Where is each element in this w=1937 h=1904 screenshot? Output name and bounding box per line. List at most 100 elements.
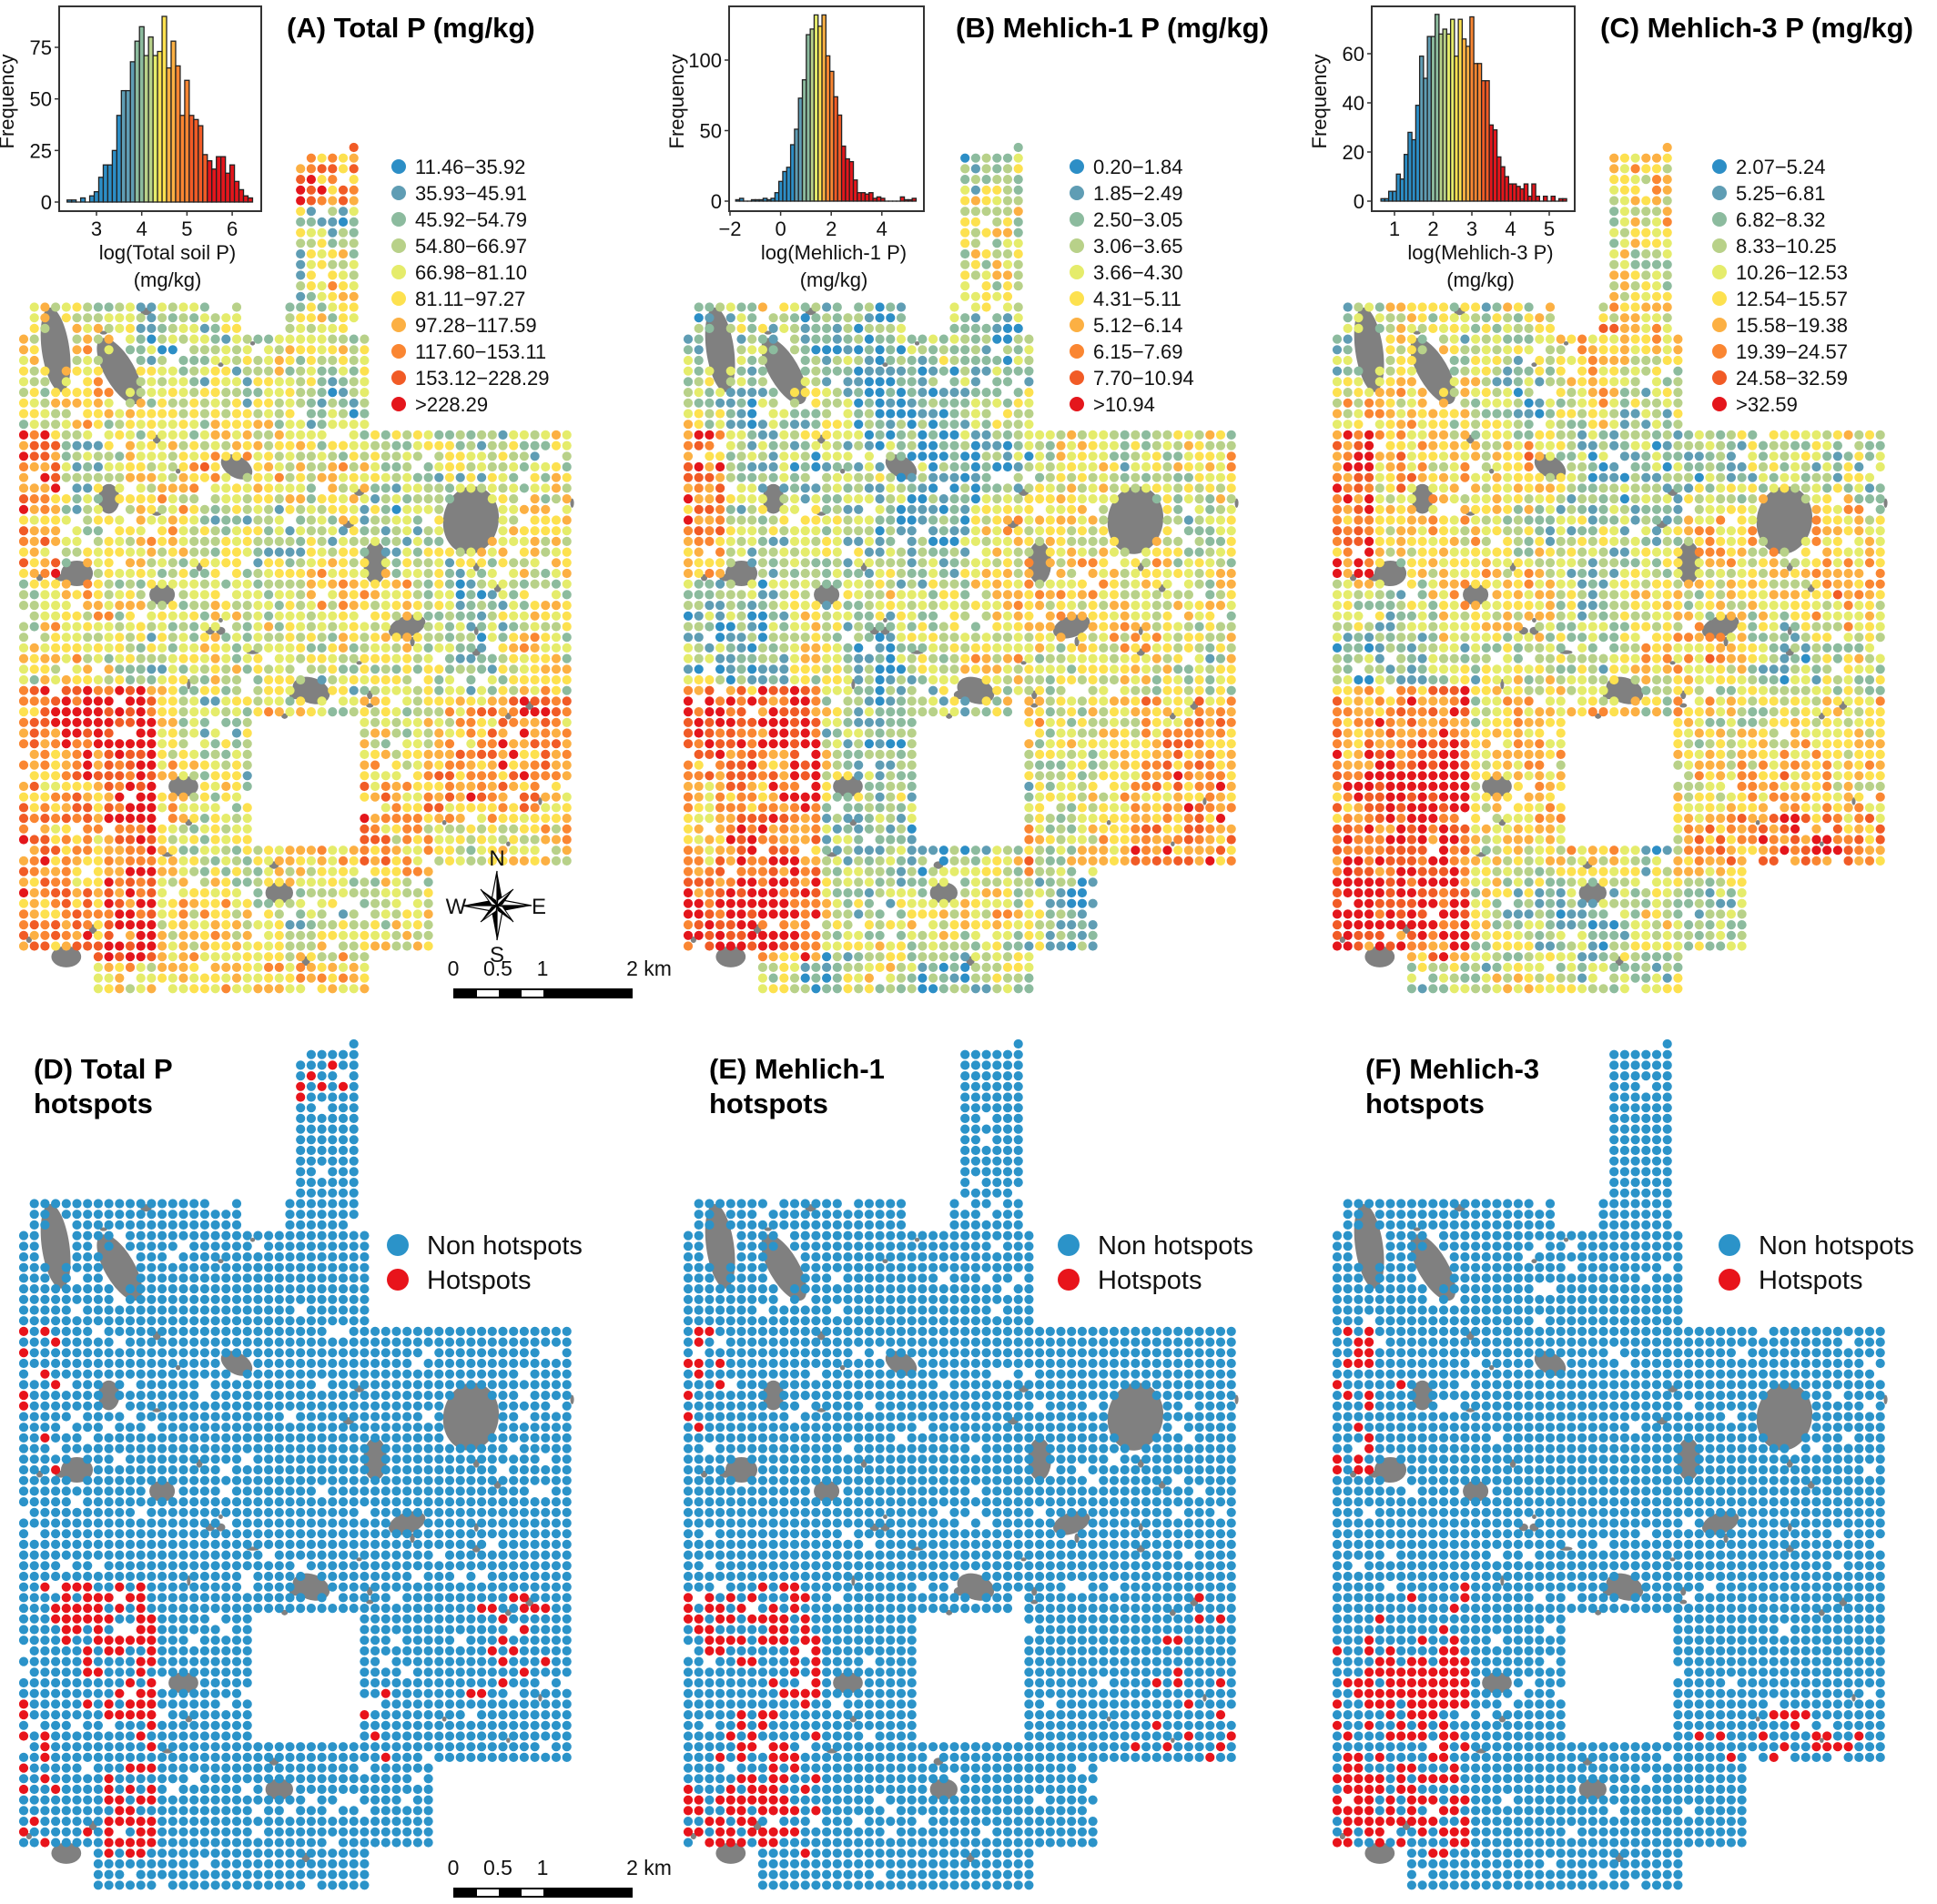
sample-point <box>423 887 433 898</box>
sample-point <box>253 409 263 419</box>
sample-point <box>29 909 39 919</box>
non-hotspot-point <box>328 1604 338 1614</box>
hotspot-point <box>115 1582 125 1592</box>
sample-point <box>61 728 71 738</box>
sample-point <box>338 909 349 919</box>
non-hotspot-point <box>93 1380 103 1390</box>
sample-point <box>157 451 167 461</box>
non-hotspot-point <box>466 1646 476 1656</box>
non-hotspot-point <box>104 1284 114 1294</box>
non-hotspot-point <box>455 1486 465 1496</box>
sample-point <box>178 898 188 908</box>
non-hotspot-point <box>541 1625 551 1635</box>
non-hotspot-point <box>231 1401 242 1411</box>
sample-point <box>125 409 136 419</box>
sample-point <box>231 504 242 514</box>
non-hotspot-point <box>509 1529 519 1539</box>
sample-point <box>360 835 370 845</box>
non-hotspot-point <box>18 1231 29 1241</box>
non-hotspot-point <box>317 1497 327 1507</box>
sample-point <box>93 771 103 781</box>
sample-point <box>167 962 177 972</box>
non-hotspot-point <box>167 1656 177 1666</box>
sample-point <box>72 792 82 802</box>
sample-point <box>391 887 401 898</box>
sample-point <box>136 302 146 312</box>
non-hotspot-point <box>541 1710 551 1720</box>
sample-point <box>264 877 274 887</box>
sample-point <box>83 355 93 366</box>
non-hotspot-point <box>274 1604 284 1614</box>
sample-point <box>317 461 327 472</box>
sample-point <box>125 547 136 557</box>
sample-point <box>402 568 412 579</box>
sample-point <box>423 696 433 706</box>
non-hotspot-point <box>125 1475 136 1485</box>
sample-point <box>253 866 263 876</box>
sample-point <box>423 483 433 493</box>
sample-point <box>167 973 177 983</box>
non-hotspot-point <box>328 1433 338 1443</box>
non-hotspot-point <box>306 1081 316 1091</box>
sample-point <box>242 388 252 398</box>
sample-point <box>487 483 497 493</box>
non-hotspot-point <box>136 1486 146 1496</box>
sample-point <box>274 568 284 579</box>
sample-point <box>167 898 177 908</box>
sample-point <box>466 483 476 493</box>
sample-point <box>210 909 220 919</box>
sample-point <box>391 643 401 653</box>
hotspot-point <box>40 1731 50 1741</box>
sample-point <box>509 579 519 589</box>
hotspot-point <box>18 1348 29 1358</box>
sample-point <box>306 153 316 163</box>
non-hotspot-point <box>498 1593 508 1603</box>
sample-point <box>72 877 82 887</box>
sample-point <box>221 526 231 536</box>
lake-shape <box>249 340 256 346</box>
sample-point <box>264 866 274 876</box>
sample-point <box>434 568 444 579</box>
non-hotspot-point <box>115 1199 125 1209</box>
sample-point <box>423 941 433 951</box>
sample-point <box>370 920 380 930</box>
sample-point <box>29 941 39 951</box>
sample-point <box>242 717 252 727</box>
sample-point <box>40 771 50 781</box>
non-hotspot-point <box>29 1210 39 1220</box>
sample-point <box>147 420 157 430</box>
sample-point <box>29 846 39 856</box>
sample-point <box>360 515 370 525</box>
sample-point <box>18 472 29 482</box>
sample-point <box>530 558 540 568</box>
non-hotspot-point <box>487 1529 497 1539</box>
non-hotspot-point <box>519 1582 530 1592</box>
non-hotspot-point <box>18 1486 29 1496</box>
non-hotspot-point <box>317 1337 327 1347</box>
sample-point <box>178 633 188 643</box>
non-hotspot-point <box>541 1380 551 1390</box>
sample-point <box>242 739 252 749</box>
non-hotspot-point <box>136 1199 146 1209</box>
sample-point <box>178 846 188 856</box>
non-hotspot-point <box>178 1614 188 1624</box>
sample-point <box>328 887 338 898</box>
sample-point <box>189 504 199 514</box>
sample-point <box>274 696 284 706</box>
sample-point <box>370 451 380 461</box>
non-hotspot-point <box>199 1231 209 1241</box>
non-hotspot-point <box>115 1656 125 1666</box>
sample-point <box>51 898 61 908</box>
non-hotspot-point <box>18 1305 29 1315</box>
non-hotspot-point <box>29 1593 39 1603</box>
non-hotspot-point <box>338 1518 349 1528</box>
sample-point <box>147 664 157 674</box>
non-hotspot-point <box>104 1326 114 1336</box>
sample-point <box>210 590 220 600</box>
non-hotspot-point <box>380 1677 390 1688</box>
non-hotspot-point <box>349 1369 359 1379</box>
sample-point <box>178 334 188 344</box>
non-hotspot-point <box>551 1604 562 1614</box>
sample-point <box>455 685 465 695</box>
non-hotspot-point <box>178 1710 188 1720</box>
